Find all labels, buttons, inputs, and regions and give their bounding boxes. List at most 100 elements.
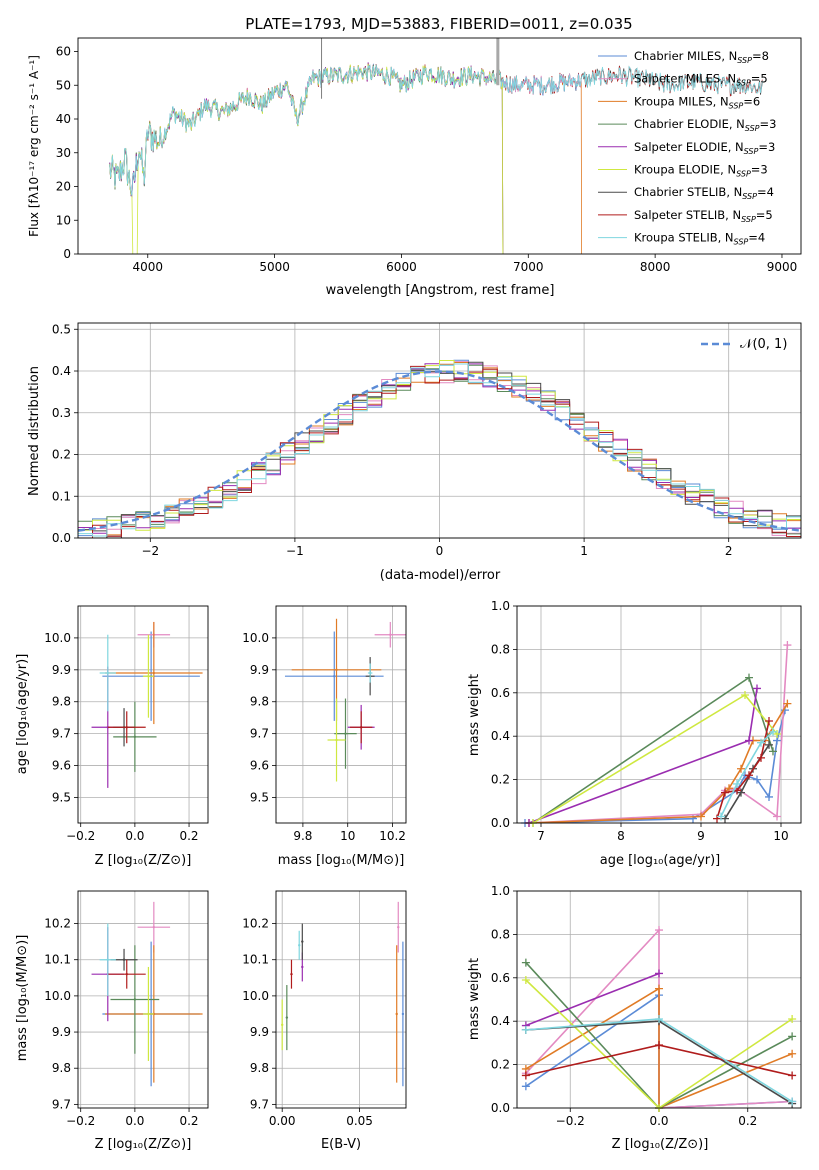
data-point [280,1023,284,1027]
weight-marker [725,784,733,793]
y-tick-label: 9.7 [52,1097,71,1111]
y-tick-label: 0.0 [52,531,71,545]
weight-marker [788,1097,797,1106]
spectrum-xlabel: wavelength [Angstrom, rest frame] [326,283,555,298]
x-tick-label: 10.2 [379,829,406,843]
weight-line [716,720,770,819]
x-tick-label: 0 [436,544,444,558]
weight-marker [521,1082,530,1091]
y-tick-label: 30 [56,146,71,160]
panel-border [516,890,802,1109]
weight-marker [765,792,773,801]
weight-marker [788,1032,797,1041]
weight-marker [697,812,705,821]
weight-marker [737,764,745,773]
y-tick-label: 9.9 [52,663,71,677]
y-tick-label: 9.8 [250,1061,269,1075]
weight-marker [769,727,777,736]
data-point [335,738,338,742]
y-tick-label: 9.7 [250,727,269,741]
y-tick-label: 10.2 [242,917,269,931]
x-tick-label: 0.0 [649,1114,668,1128]
weight-marker [745,771,753,780]
x-tick-label: −0.2 [66,829,95,843]
x-tick-label: −0.2 [556,1114,585,1128]
legend-entry: Chabrier MILES, NSSP=8 [634,49,769,65]
x-tick-label: 0.00 [269,1114,296,1128]
residual-ylabel: Normed distribution [27,366,42,496]
y-tick-label: 9.9 [250,1025,269,1039]
legend-entry: Kroupa ELODIE, NSSP=3 [634,163,768,179]
y-tick-label: 9.9 [250,663,269,677]
weight-marker [521,975,530,984]
data-point [133,998,137,1001]
legend-entry: Chabrier ELODIE, NSSP=3 [634,117,776,133]
data-point [333,675,336,678]
x-tick-label: 0.2 [179,1114,198,1128]
panel-4: 7 8 9 10 0.0 0.2 0.4 0.6 0.8 1.0 [491,599,801,843]
x-tick-label: 7 [537,829,545,843]
weight-line [528,645,789,824]
weight-marker [769,747,777,756]
y-tick-label: 10.0 [242,631,269,645]
weight-marker [783,699,792,708]
x-tick-label: 7000 [513,260,544,274]
panel-2: −0.2 0.0 0.2 9.5 9.6 9.7 9.8 9.9 10.0 [44,606,208,843]
y-tick-label: 0.2 [491,1058,510,1072]
x-tick-label: 10 [340,829,355,843]
y-tick-label: 1.0 [491,884,510,898]
legend-entry: Chabrier STELIB, NSSP=4 [634,185,774,201]
weight-marker [655,969,663,978]
panel-border [516,605,802,824]
panel-border [275,605,407,824]
weight-marker [788,1015,797,1024]
weight-marker [655,1041,663,1050]
weight-marker [757,753,765,762]
weight-marker [689,814,697,823]
weight-marker [655,1015,663,1024]
y-tick-label: 0.0 [491,1101,510,1115]
data-point [395,1012,398,1016]
x-tick-label: 0.2 [738,1114,757,1128]
y-tick-label: 10.1 [242,953,269,967]
y-tick-label: 0.8 [491,642,510,656]
x-tick-label: 1 [580,544,588,558]
y-tick-label: 0.5 [52,322,71,336]
weight-marker [773,812,781,821]
y-tick-label: 10.1 [44,953,71,967]
data-point [152,671,156,675]
data-point [147,1012,150,1016]
y-tick-label: 0.2 [52,448,71,462]
x-tick-label: 4000 [132,260,163,274]
weight-marker [721,788,729,797]
y-tick-label: 20 [56,180,71,194]
x-tick-label: 8 [617,829,625,843]
x-tick-label: 6000 [386,260,417,274]
weight-age-ylabel: mass weight [467,674,482,756]
data-point [344,732,347,735]
panel-0: 4000 5000 6000 7000 8000 9000 0 10 20 30 40 50 60 Cha… [56,38,798,274]
panel-5: −0.2 0.0 0.2 9.7 9.8 9.9 10.0 10.1 10.2 [44,891,208,1128]
residual-legend-label: 𝒩(0, 1) [740,337,787,352]
weight-marker [733,779,741,788]
y-tick-label: 10.0 [44,631,71,645]
x-tick-label: 9000 [767,260,798,274]
spectrum-title: PLATE=1793, MJD=53883, FIBERID=0011, z=0… [245,15,632,33]
x-tick-label: 9 [697,829,705,843]
y-tick-label: 1.0 [491,599,510,613]
y-tick-label: 9.8 [52,1061,71,1075]
x-tick-label: −0.2 [66,1114,95,1128]
spectrum-ylabel: Flux [fλ10⁻¹⁷ erg cm⁻² s⁻¹ A⁻¹] [27,55,41,237]
x-tick-label: 0.2 [179,829,198,843]
data-point [106,958,109,961]
x-tick-label: 2 [725,544,733,558]
legend-entry: Kroupa STELIB, NSSP=4 [634,231,765,247]
y-tick-label: 10.0 [44,989,71,1003]
y-tick-label: 0.1 [52,489,71,503]
weight-marker [521,1071,530,1080]
data-point [125,972,128,976]
x-tick-label: 9.8 [293,829,312,843]
spectrum-lines [109,38,763,254]
